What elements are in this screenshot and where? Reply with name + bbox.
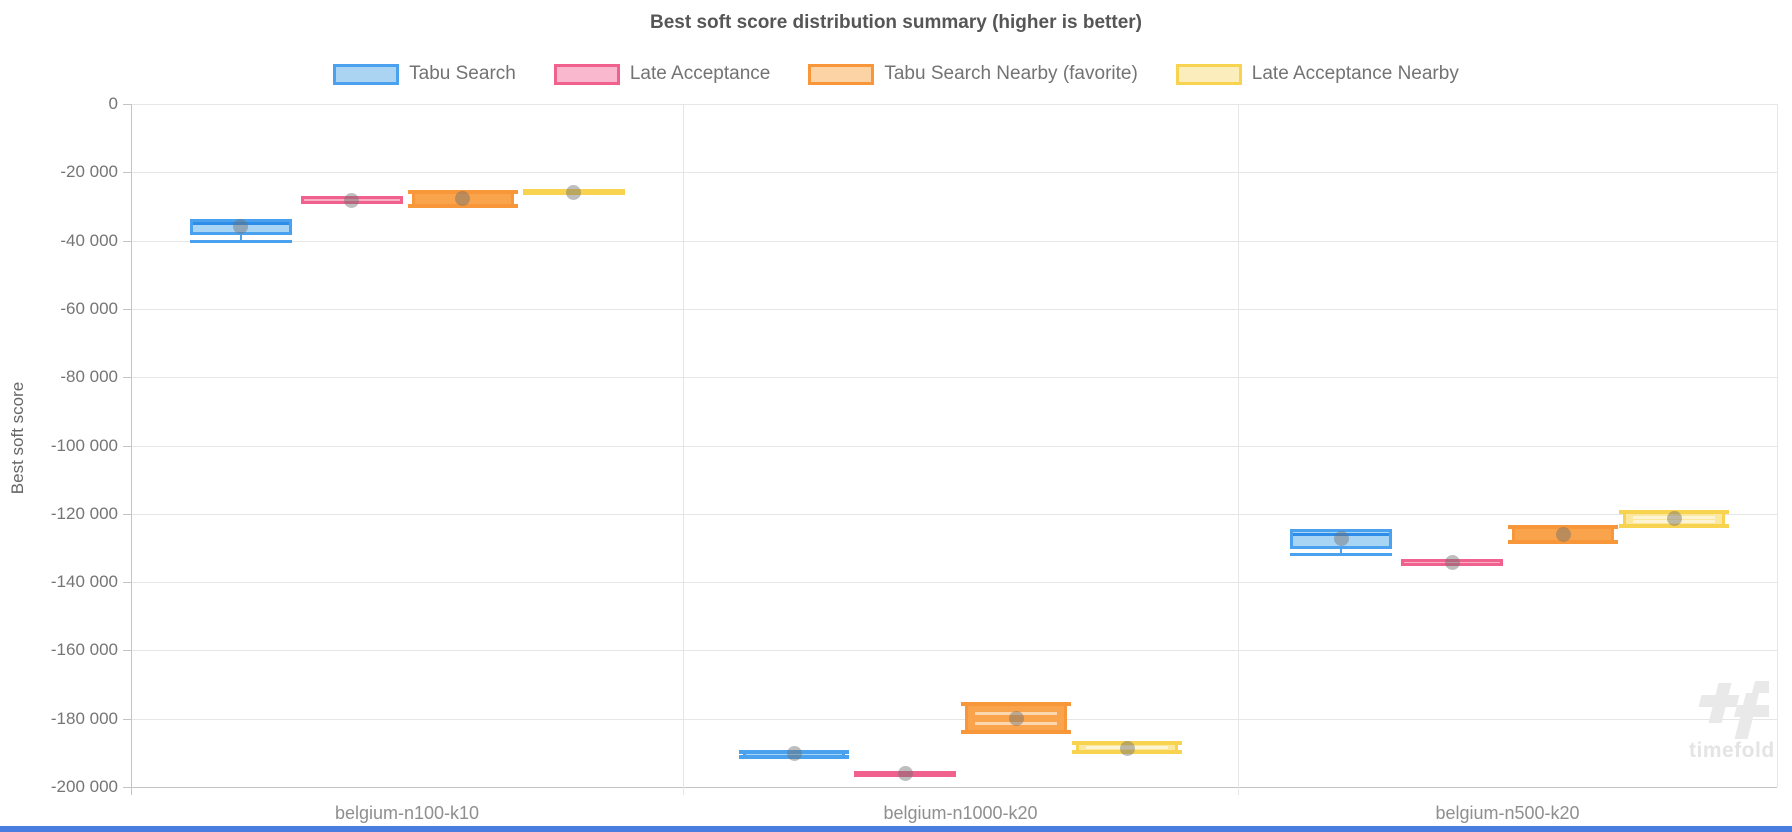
boxplot-box[interactable] [854,770,956,777]
median-line [192,221,289,225]
whisker-cap [407,204,518,209]
legend-label: Tabu Search [409,63,516,84]
plot-right-border [1777,104,1778,787]
whisker-cap [739,754,849,759]
whisker-cap [961,730,1071,735]
gridline [131,309,1777,310]
gridline [131,719,1777,720]
whisker-cap [1508,525,1618,530]
y-tick-mark [123,309,131,310]
y-tick-label: -180 000 [50,709,118,728]
legend-item[interactable]: Tabu Search [333,63,516,85]
y-tick-label: -140 000 [50,572,118,591]
gridline [131,172,1777,173]
y-tick-mark [123,104,131,105]
inner-line [975,721,1057,725]
y-tick-mark [123,719,131,720]
mean-dot [1444,555,1460,571]
y-tick-label: -200 000 [50,777,118,796]
whisker-cap [1508,539,1618,544]
y-tick-mark [123,241,131,242]
inner-line [975,711,1057,715]
gridline [131,582,1777,583]
y-tick-label: -60 000 [60,299,118,318]
whisker-stem [239,234,242,241]
whisker-cap [739,750,849,755]
gridline [131,650,1777,651]
mean-dot [1119,741,1135,757]
y-tick-label: -20 000 [60,162,118,181]
x-category-label: belgium-n1000-k20 [883,803,1038,823]
legend-swatch [553,63,620,85]
x-category-label: belgium-n500-k20 [1435,803,1580,823]
whisker-cap [1072,740,1182,745]
legend-swatch [333,63,400,85]
gridline [131,104,1777,105]
legend-swatch [1175,63,1242,85]
y-tick-mark [123,377,131,378]
y-tick-label: -160 000 [50,640,118,659]
mean-dot [233,219,248,235]
whisker-cap [1619,510,1729,515]
y-tick-label: -80 000 [60,367,118,386]
y-tick-mark [123,172,131,173]
timefold-logo [1698,681,1769,739]
mean-dot [786,746,802,762]
mean-dot [1008,710,1024,726]
legend-label: Late Acceptance [629,63,771,84]
whisker-stem [1340,549,1342,555]
whisker-cap [1619,523,1729,528]
y-tick-mark [123,514,131,515]
legend: Tabu Search Late Acceptance Tabu Search Ne… [0,63,1792,85]
whisker-cap [189,239,292,243]
y-axis-line [131,104,132,795]
y-tick-label: -40 000 [60,231,118,250]
y-tick-mark [123,650,131,651]
boxplot-box[interactable] [300,195,403,205]
boxplot-box[interactable] [1401,559,1503,567]
mean-dot [1333,530,1349,546]
gridline [131,241,1777,242]
column-separator [1238,104,1239,795]
legend-label: Tabu Search Nearby (favorite) [884,63,1138,84]
legend-item[interactable]: Late Acceptance [553,63,771,85]
y-tick-mark [123,787,131,788]
chart-title: Best soft score distribution summary (hi… [650,12,1142,33]
gridline [131,377,1777,378]
y-tick-label: 0 [108,94,118,113]
y-tick-mark [123,446,131,447]
gridline [131,787,1777,788]
watermark-text: timefold [1689,739,1775,762]
y-tick-label: -100 000 [50,436,118,455]
legend-label: Late Acceptance Nearby [1251,63,1459,84]
mean-dot [1666,510,1682,526]
median-line [1293,533,1389,537]
mean-dot [344,193,359,209]
mean-dot [1555,526,1571,542]
inner-line [1086,746,1168,750]
whisker-cap [961,701,1071,706]
legend-item[interactable]: Tabu Search Nearby (favorite) [808,63,1138,85]
mean-dot [897,765,913,781]
inner-line [1633,519,1715,523]
whisker-cap [1072,749,1182,754]
whisker-cap [407,190,518,195]
gridline [131,514,1777,515]
boxplot-box[interactable] [522,189,625,196]
inner-line [1633,515,1715,519]
mean-dot [455,190,470,206]
x-category-label: belgium-n100-k10 [334,803,480,823]
gridline [131,446,1777,447]
bottom-border-bar [0,826,1792,832]
whisker-cap [1290,553,1392,557]
y-tick-label: -120 000 [50,504,118,523]
mean-dot [566,184,581,200]
legend-swatch [808,63,875,85]
y-tick-mark [123,582,131,583]
legend-item[interactable]: Late Acceptance Nearby [1175,63,1459,85]
column-separator [683,104,684,795]
